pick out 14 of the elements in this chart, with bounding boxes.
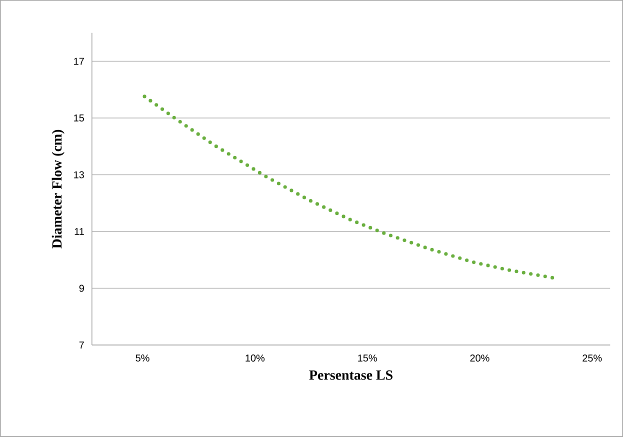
line-series (142, 94, 556, 280)
y-tick-label: 13 (74, 171, 84, 178)
x-tick-label: 15% (358, 354, 377, 362)
x-tick-label: 20% (470, 354, 490, 362)
x-tick-label: 25% (582, 354, 602, 362)
x-tick-label: 10% (246, 354, 265, 362)
y-tick-label: 15 (74, 114, 84, 122)
x-axis-title: Persentase LS (309, 370, 392, 380)
y-tick-label: 17 (74, 58, 84, 65)
x-tick-label: 5% (136, 354, 150, 362)
y-tick-label: 11 (74, 228, 84, 235)
y-tick-label: 7 (79, 342, 84, 348)
y-axis-title: Diameter Flow (cm) (52, 130, 64, 248)
y-tick-label: 9 (79, 284, 84, 292)
